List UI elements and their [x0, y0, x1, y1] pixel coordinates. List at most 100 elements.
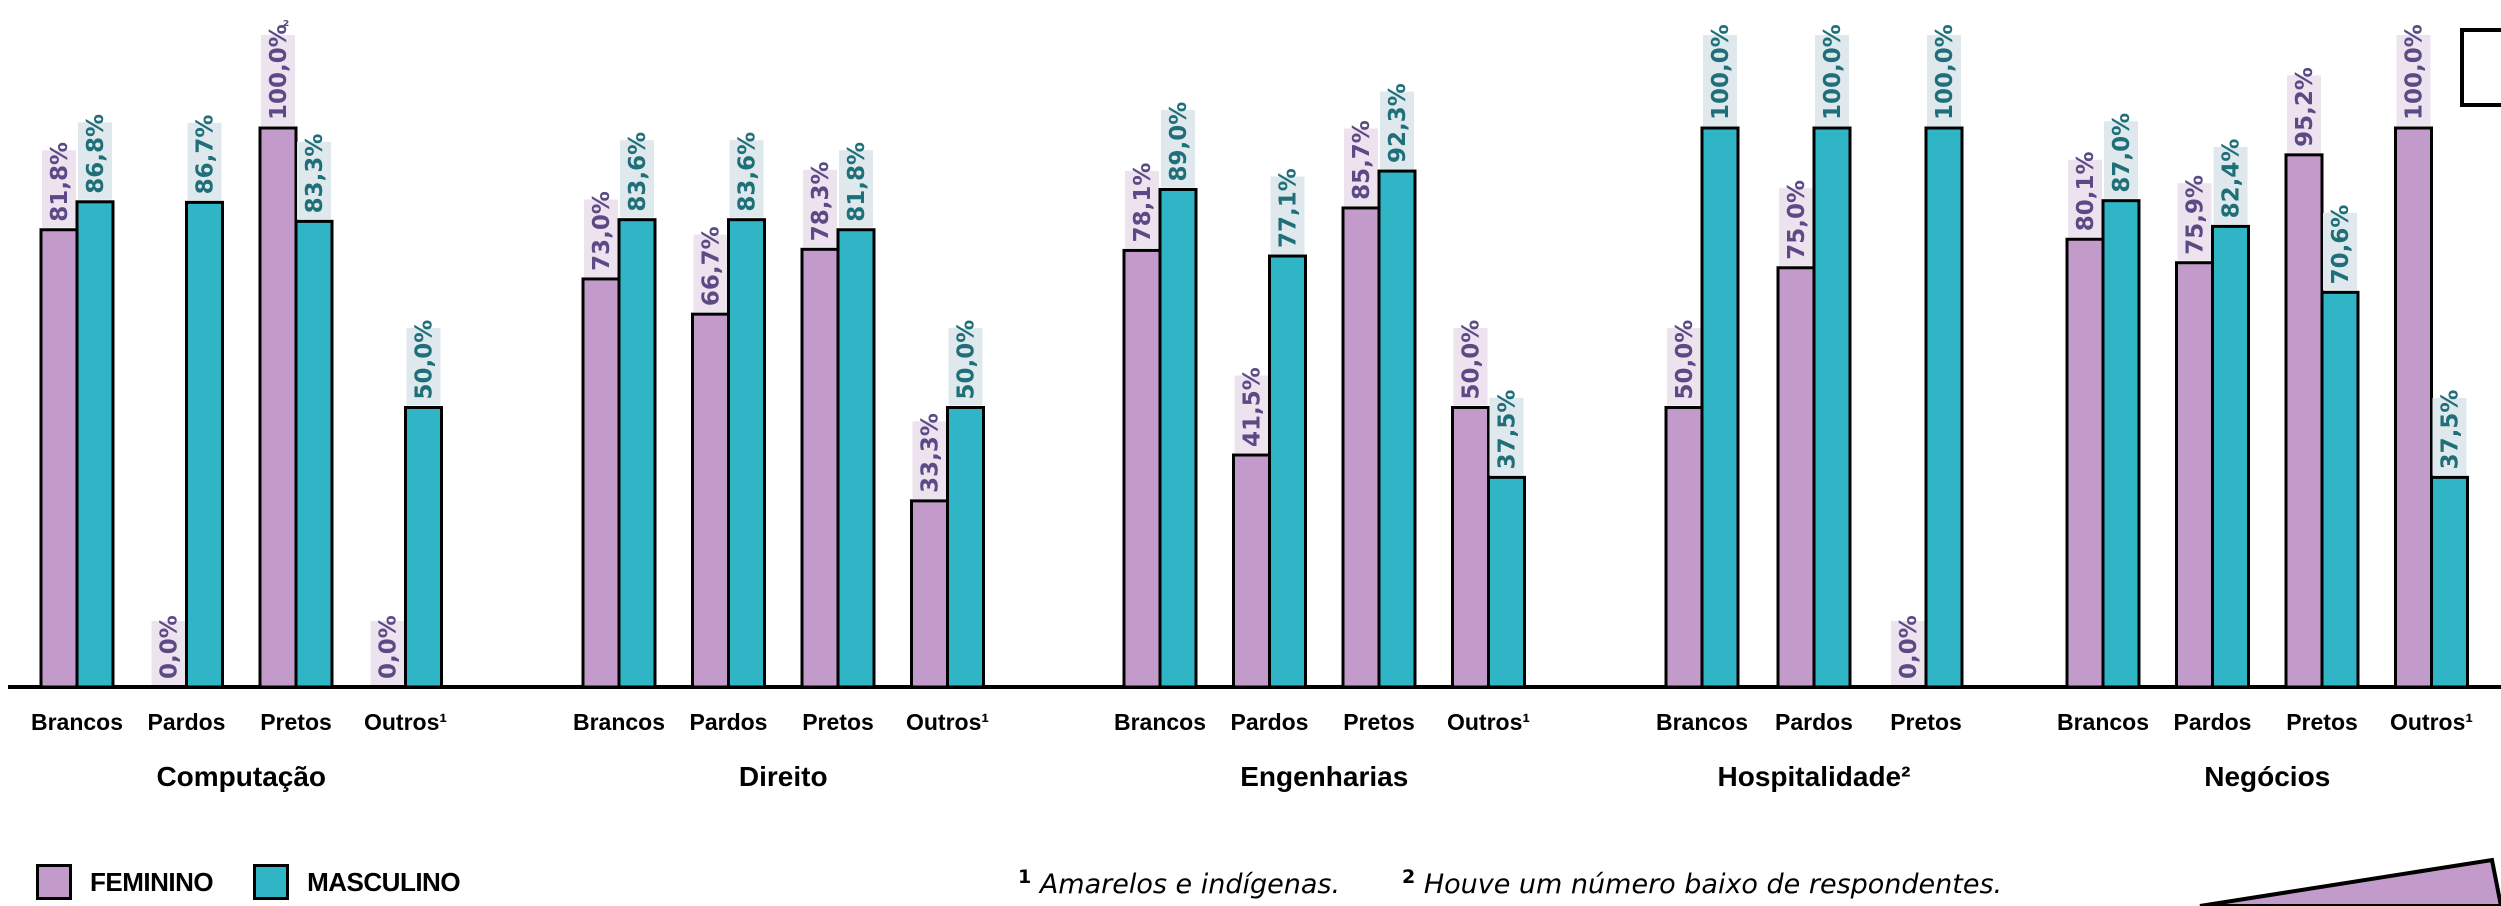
category-label-direito-outros: Outros¹	[906, 709, 989, 735]
legend-label-feminino: FEMININO	[90, 866, 214, 897]
bar-negocios-outros-masculino	[2430, 475, 2469, 689]
value-label-bg-computacao-outros-feminino	[370, 621, 405, 685]
bar-hospitalidade-pardos-feminino	[1776, 266, 1816, 689]
legend-label-masculino: MASCULINO	[307, 866, 461, 897]
value-label-hospitalidade-pretos-masculino: 100,0%	[1932, 24, 1958, 120]
bar-direito-pretos-masculino	[836, 228, 876, 689]
bar-hospitalidade-brancos-feminino	[1664, 406, 1704, 689]
bar-computacao-pretos-masculino	[294, 219, 334, 689]
footnote-1-mark: 1	[1018, 866, 1032, 888]
corner-triangle-decoration	[2199, 857, 2501, 906]
value-label-bg-computacao-pardos-masculino	[187, 122, 222, 201]
group-label-engenharias: Engenharias	[1240, 761, 1408, 792]
category-label-computacao-brancos: Brancos	[31, 709, 123, 735]
value-label-bg-hospitalidade-brancos-masculino	[1703, 35, 1737, 126]
value-label-bg-engenharias-outros-feminino	[1453, 328, 1488, 406]
value-label-negocios-brancos-feminino: 80,1%	[2073, 151, 2099, 231]
value-label-negocios-pardos-masculino: 82,4%	[2219, 139, 2245, 219]
category-label-computacao-pretos: Pretos	[260, 709, 332, 735]
category-label-direito-pretos: Pretos	[802, 709, 874, 735]
category-label-engenharias-brancos: Brancos	[1114, 709, 1206, 735]
bar-computacao-pretos-feminino	[258, 126, 298, 689]
value-label-direito-pardos-masculino: 83,6%	[735, 132, 761, 212]
value-label-hospitalidade-pardos-masculino: 100,0%	[1820, 24, 1846, 120]
bar-negocios-brancos-masculino	[2101, 199, 2141, 689]
category-label-direito-brancos: Brancos	[573, 709, 665, 735]
bar-hospitalidade-brancos-masculino	[1700, 126, 1740, 689]
value-label-engenharias-outros-feminino: 50,0%	[1459, 320, 1485, 400]
value-label-bg-computacao-brancos-masculino	[78, 122, 112, 200]
value-label-bg-computacao-pretos-masculino	[297, 141, 331, 220]
value-label-bg-engenharias-pardos-feminino	[1234, 375, 1269, 454]
value-label-direito-pardos-feminino: 66,7%	[699, 226, 725, 306]
category-label-engenharias-outros: Outros¹	[1447, 709, 1530, 735]
bar-engenharias-brancos-masculino	[1158, 187, 1198, 689]
value-label-bg-hospitalidade-pardos-masculino	[1815, 35, 1849, 126]
bar-hospitalidade-pretos-masculino	[1924, 126, 1964, 689]
group-label-negocios: Negócios	[2204, 761, 2330, 792]
legend-item-feminino: FEMININO	[36, 864, 214, 900]
bar-direito-outros-feminino	[910, 499, 949, 689]
value-label-negocios-outros-masculino: 37,5%	[2438, 390, 2464, 470]
footnote-2-mark: 2	[1402, 866, 1416, 888]
bar-negocios-pardos-masculino	[2211, 224, 2250, 689]
value-label-engenharias-pretos-feminino: 85,7%	[1349, 120, 1375, 200]
value-label-bg-negocios-pretos-feminino	[2287, 75, 2321, 153]
bar-negocios-pretos-masculino	[2320, 290, 2360, 689]
value-label-hospitalidade-brancos-feminino: 50,0%	[1672, 320, 1698, 400]
bar-direito-pardos-feminino	[691, 312, 730, 689]
category-label-engenharias-pardos: Pardos	[1231, 709, 1309, 735]
bar-engenharias-outros-masculino	[1487, 475, 1526, 689]
value-label-bg-computacao-brancos-feminino	[42, 150, 76, 228]
value-label-bg-computacao-outros-masculino	[406, 328, 441, 406]
group-label-hospitalidade: Hospitalidade²	[1718, 761, 1911, 792]
value-label-computacao-pardos-masculino: 86,7%	[193, 115, 219, 195]
bar-direito-pardos-masculino	[727, 218, 766, 689]
value-label-computacao-brancos-masculino: 86,8%	[83, 114, 109, 194]
value-label-bg-engenharias-pretos-masculino	[1380, 91, 1414, 170]
bar-computacao-outros-masculino	[404, 406, 443, 689]
bar-engenharias-pardos-masculino	[1268, 254, 1307, 689]
value-label-engenharias-pardos-feminino: 41,5%	[1240, 367, 1266, 447]
bar-engenharias-pardos-feminino	[1232, 453, 1271, 689]
value-label-bg-direito-brancos-feminino	[584, 199, 618, 277]
bar-negocios-pardos-feminino	[2175, 261, 2214, 689]
bar-engenharias-pretos-feminino	[1341, 206, 1381, 689]
value-label-negocios-pretos-feminino: 95,2%	[2292, 67, 2318, 147]
value-label-bg-hospitalidade-brancos-feminino	[1667, 328, 1701, 406]
value-label-engenharias-pardos-masculino: 77,1%	[1276, 168, 1302, 248]
category-label-computacao-pardos: Pardos	[148, 709, 226, 735]
value-label-bg-direito-pardos-feminino	[693, 234, 728, 313]
value-label-direito-brancos-feminino: 73,0%	[589, 191, 615, 271]
bar-computacao-brancos-masculino	[75, 200, 115, 689]
value-label-bg-negocios-pardos-feminino	[2177, 183, 2212, 261]
value-label-bg-computacao-pretos-feminino	[261, 35, 295, 126]
value-label-direito-pretos-feminino: 78,3%	[808, 162, 834, 242]
value-label-engenharias-outros-masculino: 37,5%	[1495, 390, 1521, 470]
corner-box-decoration	[2460, 28, 2501, 107]
value-label-hospitalidade-pretos-feminino: 0,0%	[1896, 615, 1922, 679]
value-label-engenharias-brancos-feminino: 78,1%	[1130, 163, 1156, 243]
bar-direito-brancos-feminino	[581, 277, 621, 689]
value-label-bg-direito-pretos-feminino	[803, 169, 837, 248]
value-label-bg-negocios-pretos-masculino	[2323, 212, 2357, 291]
value-label-bg-direito-outros-feminino	[912, 421, 947, 499]
bar-engenharias-pretos-masculino	[1377, 169, 1417, 689]
footnote-2-text: Houve um número baixo de respondentes.	[1423, 869, 2003, 900]
value-label-bg-negocios-pardos-masculino	[2213, 146, 2248, 225]
value-label-hospitalidade-brancos-masculino: 100,0%	[1708, 24, 1734, 120]
value-label-hospitalidade-pardos-feminino: 75,0%	[1784, 180, 1810, 260]
value-label-bg-direito-pardos-masculino	[729, 140, 764, 218]
bar-negocios-pretos-feminino	[2284, 153, 2324, 689]
value-label-negocios-brancos-masculino: 87,0%	[2109, 113, 2135, 193]
value-label-negocios-pretos-masculino: 70,6%	[2328, 205, 2354, 285]
bar-negocios-brancos-feminino	[2065, 237, 2105, 689]
legend: FEMININO MASCULINO	[36, 862, 500, 902]
value-label-bg-direito-outros-masculino	[948, 328, 983, 406]
bar-computacao-brancos-feminino	[39, 228, 79, 689]
value-label-mark-computacao-pretos-feminino: ²	[283, 17, 290, 35]
value-label-computacao-pardos-feminino: 0,0%	[157, 615, 183, 679]
bar-direito-outros-masculino	[946, 406, 985, 689]
legend-swatch-masculino	[253, 864, 290, 900]
